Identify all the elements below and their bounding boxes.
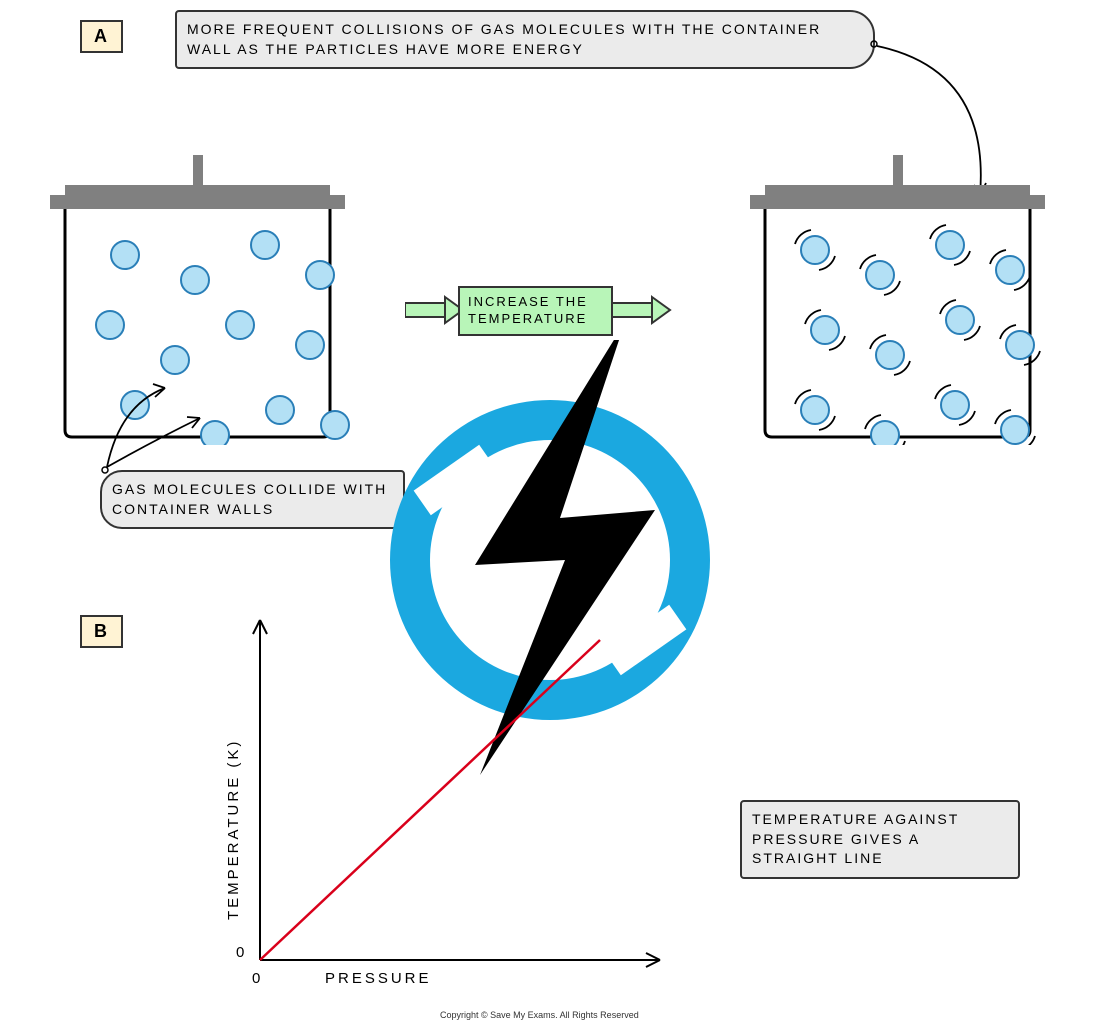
top-explanation-box: MORE FREQUENT COLLISIONS OF GAS MOLECULE… — [175, 10, 875, 69]
graph-explanation-box: TEMPERATURE AGAINST PRESSURE GIVES A STR… — [740, 800, 1020, 879]
y-origin-label: 0 — [236, 944, 247, 961]
x-origin-label: 0 — [252, 970, 263, 987]
section-b-label: B — [80, 615, 123, 648]
section-a-label: A — [80, 20, 123, 53]
temp-pressure-chart — [220, 610, 680, 990]
action-arrow-right — [612, 295, 672, 325]
x-axis-label: PRESSURE — [325, 970, 432, 987]
copyright-text: Copyright © Save My Exams. All Rights Re… — [440, 1010, 639, 1020]
action-arrow-left — [405, 295, 465, 325]
right-container — [745, 155, 1055, 445]
arrow-collide-to-container — [95, 380, 215, 475]
action-box: INCREASE THE TEMPERATURE — [458, 286, 613, 336]
y-axis-label: TEMPERATURE (K) — [225, 739, 242, 920]
